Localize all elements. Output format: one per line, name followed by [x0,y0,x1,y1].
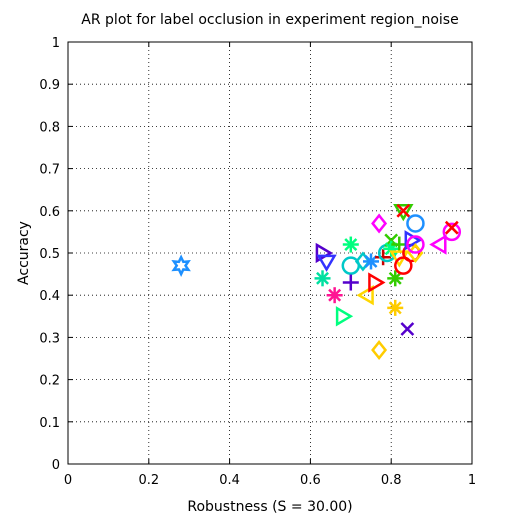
data-point-diamond [371,213,388,234]
x-tick-label: 1 [468,473,476,488]
data-point-triangle-right [368,272,386,293]
data-point-triangle-right [335,306,354,327]
data-point-triangle-left [429,234,447,255]
data-point-asterisk [387,299,404,316]
data-point-x [396,203,411,218]
data-point-hexagram [171,254,191,277]
y-tick-label: 0.8 [39,120,60,135]
y-tick-label: 0.6 [39,205,60,220]
x-tick-label: 0.8 [381,473,402,488]
data-point-triangle-down [393,203,414,222]
data-point-triangle-left [356,285,374,306]
data-point-asterisk [314,270,331,287]
data-point-plus [342,274,359,291]
x-tick-label: 0.6 [300,473,321,488]
data-point-circle [442,222,462,242]
data-point-x [444,220,459,235]
data-point-diamond [371,340,388,361]
y-tick-label: 0 [52,458,60,473]
plot-border [67,41,473,465]
x-tick-label: 0 [64,473,72,488]
y-tick-label: 1 [52,36,60,51]
y-tick-label: 0.9 [39,78,60,93]
y-tick-label: 0.7 [39,163,60,178]
data-point-asterisk [326,287,343,304]
data-point-asterisk [387,270,404,287]
data-points [171,203,462,361]
y-tick-label: 0.4 [39,289,60,304]
data-point-plus [375,249,392,266]
data-point-triangle-down [316,254,337,272]
axis-ticks: 0 0.2 0.4 0.6 0.8 1 0 0.1 0.2 0.3 0.4 0.5 0.6 0.7 0.8 0… [39,36,476,488]
y-axis-label: Accuracy [16,221,32,285]
data-point-circle [406,235,425,254]
chart-title: AR plot for label occlusion in experimen… [81,12,458,28]
data-point-asterisk [363,253,379,270]
x-tick-label: 0.4 [219,473,240,488]
y-tick-label: 0.3 [39,331,60,346]
y-tick-label: 0.1 [39,416,60,431]
data-point-x [400,322,415,336]
data-point-circle [406,214,425,233]
y-tick-label: 0.2 [39,374,60,389]
x-axis-label: Robustness (S = 30.00) [187,499,352,515]
x-tick-label: 0.2 [138,473,159,488]
y-tick-label: 0.5 [39,247,60,262]
data-point-circle [394,256,413,275]
data-point-asterisk [342,236,359,253]
